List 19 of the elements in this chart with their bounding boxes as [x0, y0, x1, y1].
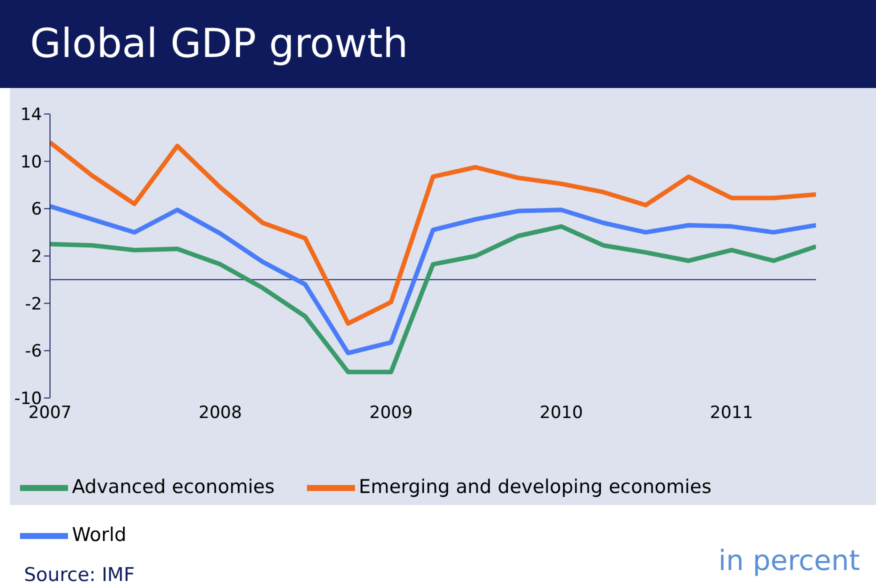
text: in percent — [718, 544, 860, 577]
line-series — [50, 140, 816, 326]
legend-label: Emerging and developing economies — [358, 476, 712, 498]
line-series — [50, 224, 816, 374]
x-tick-label: 2011 — [710, 403, 754, 424]
y-tick-label: -6 — [25, 342, 42, 362]
y-tick-label: 14 — [20, 105, 42, 126]
x-tick-label: 2008 — [198, 403, 242, 424]
x-tick-label: 2010 — [540, 403, 583, 424]
y-tick-label: 6 — [31, 200, 42, 220]
x-tick-label: 2009 — [369, 403, 413, 424]
legend-label: World — [72, 524, 126, 546]
chart-title: Global GDP growth — [0, 0, 876, 88]
legend-label: Advanced economies — [72, 476, 275, 498]
source-note: Source: IMF — [24, 564, 135, 586]
y-tick-label: 2 — [31, 247, 42, 268]
y-tick-label: 10 — [20, 152, 42, 172]
y-tick-label: -2 — [25, 294, 42, 314]
line-series — [50, 204, 816, 356]
